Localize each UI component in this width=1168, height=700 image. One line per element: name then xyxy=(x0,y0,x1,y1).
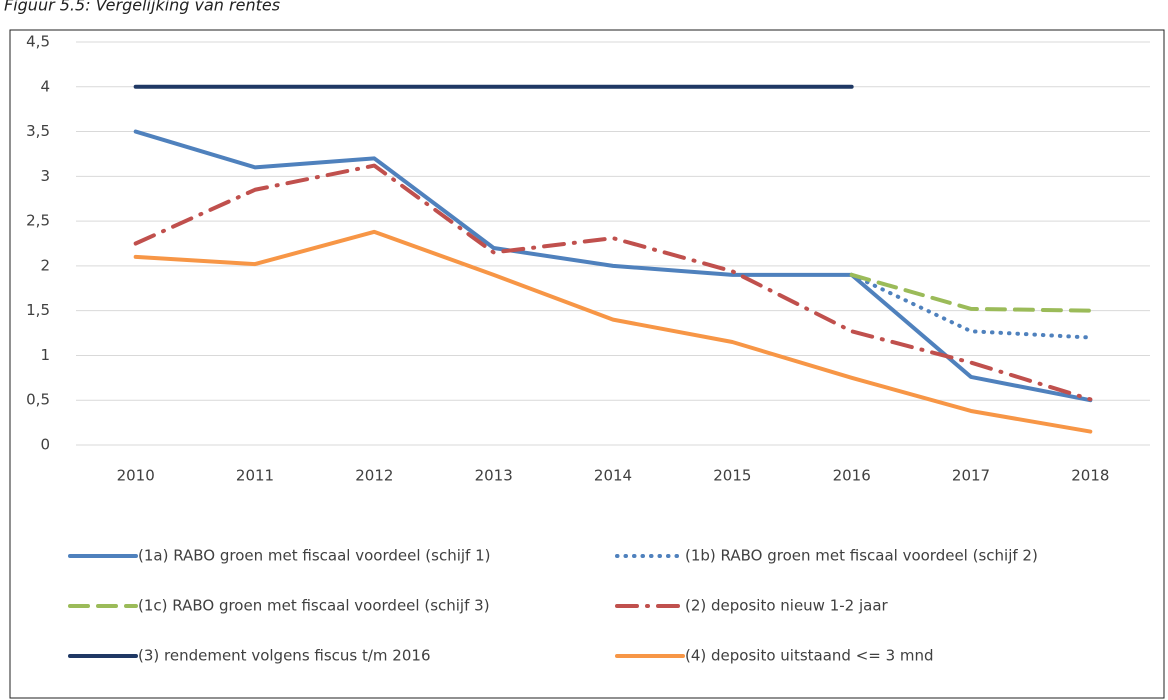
legend-label: (2) deposito nieuw 1-2 jaar xyxy=(685,597,889,615)
y-tick-label: 2 xyxy=(40,256,50,274)
x-tick-label: 2016 xyxy=(833,467,871,485)
y-tick-label: 4 xyxy=(40,77,50,95)
x-tick-label: 2015 xyxy=(713,467,751,485)
series-line xyxy=(133,163,1093,402)
chart-title: Figuur 5.5: Vergelijking van rentes xyxy=(4,0,280,15)
x-tick-label: 2017 xyxy=(952,467,990,485)
x-tick-label: 2014 xyxy=(594,467,632,485)
legend-label: (4) deposito uitstaand <= 3 mnd xyxy=(685,647,934,665)
y-tick-label: 3,5 xyxy=(26,122,50,140)
x-tick-label: 2018 xyxy=(1071,467,1109,485)
x-tick-label: 2010 xyxy=(117,467,155,485)
series-line xyxy=(133,129,1093,403)
legend-label: (1c) RABO groen met fiscaal voordeel (sc… xyxy=(138,597,490,615)
series-line xyxy=(133,229,1093,434)
y-tick-label: 4,5 xyxy=(26,33,50,51)
y-tick-label: 1 xyxy=(40,346,50,364)
y-tick-label: 0 xyxy=(40,436,50,454)
legend-label: (1b) RABO groen met fiscaal voordeel (sc… xyxy=(685,547,1038,565)
x-tick-label: 2012 xyxy=(355,467,393,485)
series-line xyxy=(849,272,1093,313)
y-tick-label: 3 xyxy=(40,167,50,185)
x-tick-label: 2013 xyxy=(475,467,513,485)
y-tick-label: 2,5 xyxy=(26,212,50,230)
y-tick-label: 1,5 xyxy=(26,301,50,319)
legend-label: (3) rendement volgens fiscus t/m 2016 xyxy=(138,647,431,665)
legend-label: (1a) RABO groen met fiscaal voordeel (sc… xyxy=(138,547,491,565)
x-tick-label: 2011 xyxy=(236,467,274,485)
y-tick-label: 0,5 xyxy=(26,391,50,409)
series-line xyxy=(849,272,1093,340)
